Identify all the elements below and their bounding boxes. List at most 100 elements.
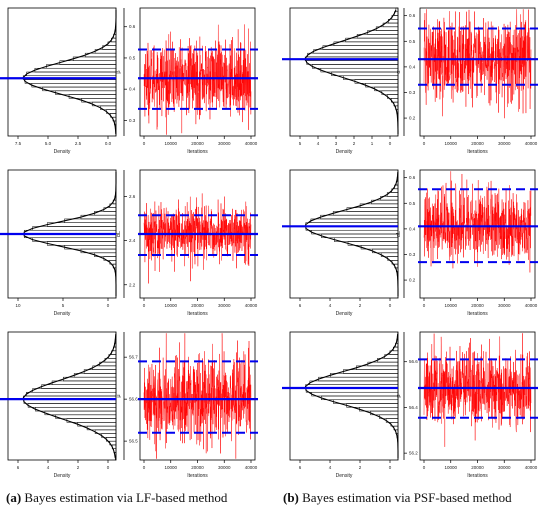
- histogram-bar: [320, 67, 399, 73]
- histogram-bar: [347, 241, 399, 246]
- histogram-bar: [86, 425, 117, 431]
- trace-panel: 2.6 2.4 2.2 αL 0 10000 20000 30000 40000 Iteratio…: [116, 169, 258, 317]
- trace-x-axis-label: Iterations: [187, 473, 208, 479]
- trace-panel: 56.7 56.6 56.5 μ 0 10000 20000 30000 40000 Iterat…: [116, 331, 258, 479]
- density-x-tick-label: 0: [389, 141, 392, 146]
- trace-x-tick-label: 0: [143, 465, 146, 470]
- trace-y-tick-label: 0.2: [409, 278, 416, 283]
- caption-a-tag: (a): [6, 490, 22, 505]
- histogram-bar: [333, 41, 399, 46]
- density-panel: 5 4 3 2 1 0 Density: [282, 7, 399, 155]
- density-x-tick-label: 10: [15, 303, 21, 308]
- trace-x-tick-label: 10000: [164, 141, 177, 146]
- histogram-bar: [331, 71, 399, 77]
- trace-x-tick-label: 40000: [245, 303, 258, 308]
- trace-x-tick-label: 20000: [471, 303, 484, 308]
- histogram-bar: [34, 67, 117, 73]
- trace-x-tick-label: 30000: [218, 141, 231, 146]
- trace-x-axis-label: Iterations: [467, 149, 488, 155]
- density-x-tick-label: 0: [107, 303, 110, 308]
- trace-x-tick-label: 0: [143, 141, 146, 146]
- trace-y-tick-label: 56.4: [409, 405, 418, 410]
- histogram-bar: [321, 233, 399, 239]
- trace-x-tick-label: 20000: [471, 141, 484, 146]
- trace-x-axis-label: Iterations: [187, 311, 208, 317]
- caption-b: (b) Bayes estimation via PSF-based metho…: [283, 490, 512, 506]
- trace-panel: 0.6 0.5 0.4 0.3 β 0 10000 20000 30000 40000 Iterat…: [116, 7, 258, 155]
- histogram-bar: [322, 45, 399, 50]
- trace-panel: 56.6 56.4 56.2 μ 0 10000 20000 30000 40000 Iterat…: [396, 331, 538, 479]
- trace-x-tick-label: 0: [143, 303, 146, 308]
- trace-x-tick-label: 0: [423, 465, 426, 470]
- trace-x-tick-label: 10000: [164, 465, 177, 470]
- chart-b-row2: 6 4 2 0 Density 0.6 0.5 0.4 0.3 0.2 αL 0 10000 20000 3…: [282, 169, 538, 317]
- histogram-bar: [23, 399, 117, 404]
- histogram-bar: [307, 52, 399, 58]
- trace-x-tick-label: 20000: [191, 465, 204, 470]
- trace-x-tick-label: 30000: [218, 465, 231, 470]
- param-label: α: [396, 70, 402, 74]
- histogram-bar: [46, 222, 117, 227]
- histogram-bar: [72, 56, 117, 61]
- density-x-axis-label: Density: [336, 473, 353, 479]
- density-x-tick-label: 2: [359, 465, 362, 470]
- density-x-tick-label: 0.0: [105, 141, 112, 146]
- chart-b-row3: 6 4 2 0 Density 56.6 56.4 56.2 μ 0 10000 20000 30000…: [282, 331, 538, 479]
- trace-y-tick-label: 2.6: [129, 194, 136, 199]
- density-panel: 6 4 2 0 Density: [282, 169, 399, 317]
- density-x-tick-label: 4: [317, 141, 320, 146]
- trace-x-tick-label: 10000: [444, 303, 457, 308]
- density-x-tick-label: 4: [47, 465, 50, 470]
- histogram-bar: [32, 388, 117, 393]
- trace-y-tick-label: 0.6: [129, 24, 136, 29]
- histogram-bar: [32, 226, 117, 231]
- trace-y-tick-label: 0.3: [409, 90, 416, 95]
- caption-a: (a) Bayes estimation via LF-based method: [6, 490, 227, 506]
- trace-x-tick-label: 20000: [191, 141, 204, 146]
- trace-y-tick-label: 56.2: [409, 451, 418, 456]
- histogram-bar: [44, 410, 117, 416]
- histogram-bar: [310, 218, 399, 223]
- trace-y-tick-label: 2.2: [129, 282, 136, 287]
- density-x-tick-label: 6: [299, 465, 302, 470]
- density-x-tick-label: 2: [77, 465, 80, 470]
- histogram-bar: [115, 455, 117, 461]
- histogram-bar: [311, 229, 399, 235]
- density-curve: [305, 171, 399, 297]
- trace-x-tick-label: 0: [423, 303, 426, 308]
- histogram-bar: [24, 79, 117, 84]
- density-curve: [22, 333, 117, 459]
- histogram-bar: [313, 49, 399, 54]
- density-x-tick-label: 3: [335, 141, 338, 146]
- trace-panel: 0.6 0.5 0.4 0.3 0.2 αL 0 10000 20000 30000 40000 It…: [396, 169, 538, 317]
- density-panel: 6 4 2 0 Density: [282, 331, 399, 479]
- density-x-tick-label: 4: [329, 465, 332, 470]
- trace-x-tick-label: 40000: [245, 141, 258, 146]
- trace-x-tick-label: 30000: [498, 465, 511, 470]
- histogram-bar: [333, 399, 399, 404]
- density-x-tick-label: 5: [299, 141, 302, 146]
- trace-x-tick-label: 20000: [471, 465, 484, 470]
- histogram-bar: [329, 373, 399, 378]
- trace-y-tick-label: 0.6: [409, 175, 416, 180]
- trace-series: [423, 9, 532, 119]
- trace-x-tick-label: 40000: [525, 303, 538, 308]
- histogram-bar: [32, 237, 117, 242]
- histogram-bar: [356, 365, 399, 370]
- trace-x-axis-label: Iterations: [467, 311, 488, 317]
- chart-a-row1: 7.5 5.0 2.5 0.0 Density 0.6 0.5 0.4 0.3 β 0 10000 20…: [0, 7, 258, 155]
- trace-panel: 0.6 0.5 0.4 0.3 0.2 α 0 10000 20000 30000 40000 Ite…: [396, 7, 538, 155]
- trace-x-axis-label: Iterations: [467, 473, 488, 479]
- histogram-bar: [46, 64, 117, 69]
- histogram-bar: [367, 30, 399, 35]
- histogram-bar: [343, 369, 399, 374]
- trace-series: [143, 333, 252, 459]
- trace-y-tick-label: 56.7: [129, 355, 138, 360]
- density-x-tick-label: 6: [299, 303, 302, 308]
- histogram-bar: [320, 395, 399, 401]
- histogram-bar: [306, 60, 399, 65]
- trace-y-tick-label: 0.2: [409, 116, 416, 121]
- trace-x-tick-label: 20000: [191, 303, 204, 308]
- histogram-bar: [46, 241, 117, 246]
